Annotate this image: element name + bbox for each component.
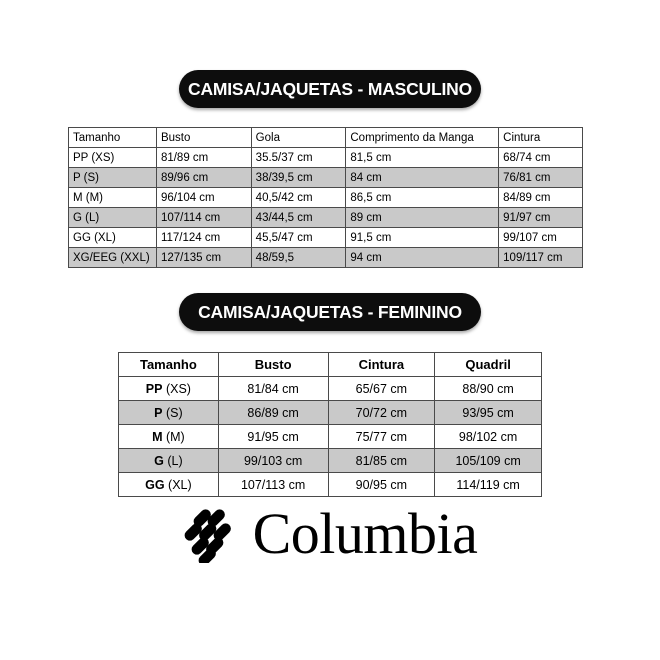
measurement-cell: 86,5 cm [345, 187, 500, 208]
measurement-cell: 93/95 cm [434, 400, 542, 425]
measurement-cell: 107/114 cm [155, 207, 252, 228]
measurement-cell: 89/96 cm [155, 167, 252, 188]
column-header: Gola [250, 127, 347, 148]
column-header: Cintura [327, 352, 436, 377]
measurement-cell: 114/119 cm [434, 472, 542, 497]
measurement-cell: 91/95 cm [217, 424, 329, 449]
measurement-cell: 43/44,5 cm [250, 207, 347, 228]
size-code: GG [145, 477, 165, 492]
table-row: GG (XL) 117/124 cm 45,5/47 cm 91,5 cm 99/107… [68, 227, 583, 248]
size-alias: (L) [163, 453, 183, 468]
measurement-cell: 86/89 cm [217, 400, 329, 425]
table-row: GG (XL) 107/113 cm 90/95 cm 114/119 cm [118, 472, 542, 497]
size-label-cell: M (M) [118, 424, 219, 449]
measurement-cell: 38/39,5 cm [250, 167, 347, 188]
measurement-cell: 88/90 cm [434, 376, 542, 401]
measurement-cell: 91,5 cm [345, 227, 500, 248]
measurement-cell: 48/59,5 [250, 247, 347, 268]
measurement-cell: 35.5/37 cm [250, 147, 347, 168]
measurement-cell: 99/107 cm [498, 227, 583, 248]
table-row: G (L) 99/103 cm 81/85 cm 105/109 cm [118, 448, 542, 473]
column-header: Busto [217, 352, 329, 377]
table-masculino: Tamanho Busto Gola Comprimento da Manga Cint… [68, 127, 583, 268]
measurement-cell: 81,5 cm [345, 147, 500, 168]
table-row: G (L) 107/114 cm 43/44,5 cm 89 cm 91/97 cm [68, 207, 583, 228]
measurement-cell: 68/74 cm [498, 147, 583, 168]
column-header: Comprimento da Manga [345, 127, 500, 148]
measurement-cell: 96/104 cm [155, 187, 252, 208]
table-row: M (M) 96/104 cm 40,5/42 cm 86,5 cm 84/89 cm [68, 187, 583, 208]
size-label-cell: XG/EEG (XXL) [68, 247, 157, 268]
measurement-cell: 90/95 cm [327, 472, 436, 497]
measurement-cell: 81/85 cm [327, 448, 436, 473]
measurement-cell: 94 cm [345, 247, 500, 268]
measurement-cell: 117/124 cm [155, 227, 252, 248]
measurement-cell: 109/117 cm [498, 247, 583, 268]
measurement-cell: 70/72 cm [327, 400, 436, 425]
size-label-cell: P (S) [68, 167, 157, 188]
table-row: M (M) 91/95 cm 75/77 cm 98/102 cm [118, 424, 542, 449]
measurement-cell: 84/89 cm [498, 187, 583, 208]
size-code: M [152, 429, 163, 444]
column-header: Tamanho [118, 352, 219, 377]
table-row: XG/EEG (XXL) 127/135 cm 48/59,5 94 cm 109/11… [68, 247, 583, 268]
columbia-logo: Columbia [0, 505, 660, 563]
table-row: PP (XS) 81/89 cm 35.5/37 cm 81,5 cm 68/74 cm [68, 147, 583, 168]
size-code: G [154, 453, 164, 468]
measurement-cell: 84 cm [345, 167, 500, 188]
measurement-cell: 40,5/42 cm [250, 187, 347, 208]
masculino-badge-container: CAMISA/JAQUETAS - MASCULINO [0, 70, 660, 108]
column-header: Quadril [434, 352, 542, 377]
measurement-cell: 76/81 cm [498, 167, 583, 188]
size-label-cell: G (L) [118, 448, 219, 473]
measurement-cell: 65/67 cm [327, 376, 436, 401]
column-header: Tamanho [68, 127, 157, 148]
size-alias: (M) [162, 429, 185, 444]
badge-camisa-jaquetas-feminino: CAMISA/JAQUETAS - FEMININO [179, 293, 481, 331]
size-label-cell: PP (XS) [118, 376, 219, 401]
size-label-cell: GG (XL) [68, 227, 157, 248]
table-header-row: Tamanho Busto Cintura Quadril [118, 352, 542, 377]
measurement-cell: 81/84 cm [217, 376, 329, 401]
measurement-cell: 45,5/47 cm [250, 227, 347, 248]
measurement-cell: 98/102 cm [434, 424, 542, 449]
size-label-cell: GG (XL) [118, 472, 219, 497]
measurement-cell: 89 cm [345, 207, 500, 228]
size-label-cell: P (S) [118, 400, 219, 425]
feminino-badge-container: CAMISA/JAQUETAS - FEMININO [0, 293, 660, 331]
column-header: Busto [155, 127, 252, 148]
table-row: P (S) 86/89 cm 70/72 cm 93/95 cm [118, 400, 542, 425]
columbia-wordmark: Columbia [252, 501, 478, 566]
measurement-cell: 107/113 cm [217, 472, 329, 497]
measurement-cell: 99/103 cm [217, 448, 329, 473]
measurement-cell: 105/109 cm [434, 448, 542, 473]
size-label-cell: PP (XS) [68, 147, 157, 168]
columbia-diamond-emblem-icon [184, 509, 231, 563]
table-row: PP (XS) 81/84 cm 65/67 cm 88/90 cm [118, 376, 542, 401]
size-code: P [154, 405, 163, 420]
measurement-cell: 81/89 cm [155, 147, 252, 168]
size-code: PP [145, 381, 163, 396]
size-alias: (XL) [164, 477, 192, 492]
table-header-row: Tamanho Busto Gola Comprimento da Manga Cint… [68, 127, 583, 148]
table-row: P (S) 89/96 cm 38/39,5 cm 84 cm 76/81 cm [68, 167, 583, 188]
table-feminino: Tamanho Busto Cintura Quadril PP (XS) 81/84 c… [118, 352, 542, 497]
size-alias: (XS) [162, 381, 191, 396]
measurement-cell: 91/97 cm [498, 207, 583, 228]
badge-camisa-jaquetas-masculino: CAMISA/JAQUETAS - MASCULINO [179, 70, 481, 108]
column-header: Cintura [498, 127, 583, 148]
size-label-cell: M (M) [68, 187, 157, 208]
size-alias: (S) [162, 405, 183, 420]
measurement-cell: 127/135 cm [155, 247, 252, 268]
measurement-cell: 75/77 cm [327, 424, 436, 449]
size-label-cell: G (L) [68, 207, 157, 228]
